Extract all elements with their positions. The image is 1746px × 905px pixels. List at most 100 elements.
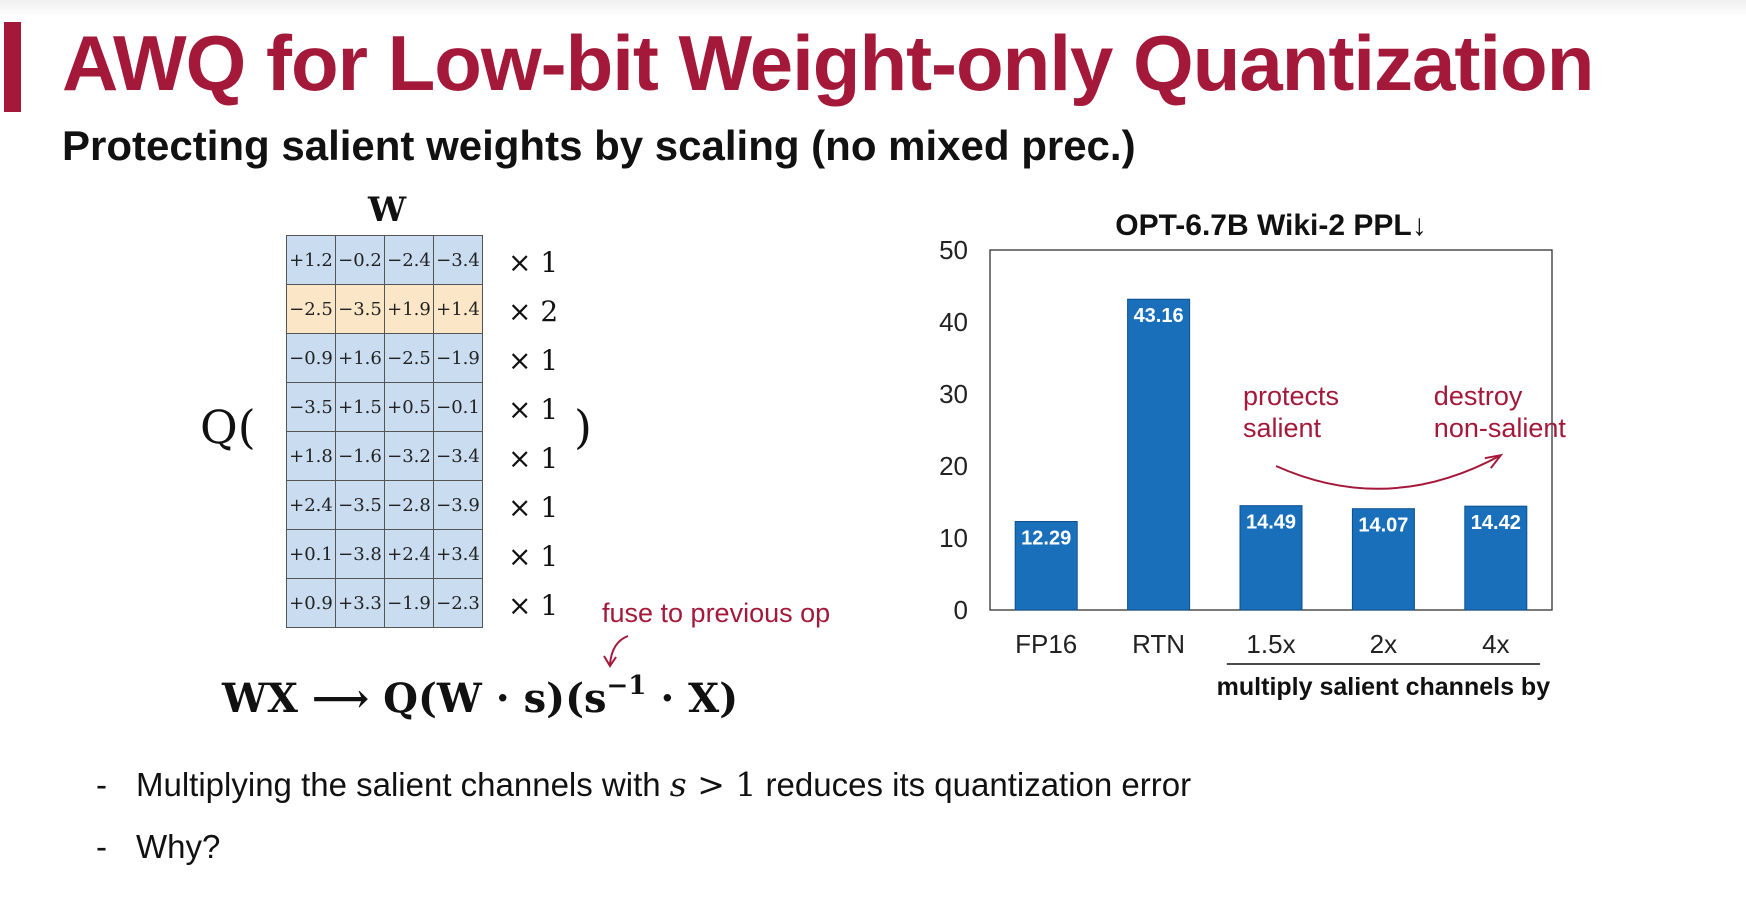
row-scale: × 1 [508, 589, 559, 622]
fuse-arrow-icon [603, 635, 629, 668]
row-scale: × 1 [508, 442, 559, 475]
y-tick-label: 10 [939, 523, 968, 553]
matrix-cell: −1.9 [384, 578, 434, 628]
bullet-text: Multiplying the salient channels with [136, 766, 670, 803]
matrix-cell: +1.4 [433, 284, 483, 334]
bullet-item: - Multiplying the salient channels with s… [96, 765, 1191, 804]
x-tick-label: RTN [1132, 629, 1185, 659]
bullet-math-var: s [669, 765, 687, 804]
matrix-cell: −0.1 [433, 382, 483, 432]
matrix-cell: −3.4 [433, 431, 483, 481]
quantize-close: ) [574, 400, 592, 454]
matrix-row: −3.5 +1.5 +0.5 −0.1 [286, 382, 483, 432]
slide-title: AWQ for Low-bit Weight-only Quantization [62, 19, 1594, 107]
bar [1127, 298, 1191, 611]
bullet-dash: - [96, 766, 107, 803]
matrix-row: +0.9 +3.3 −1.9 −2.3 [286, 578, 483, 628]
matrix-cell: +1.6 [335, 333, 385, 383]
matrix-cell: +1.5 [335, 382, 385, 432]
matrix-cell: −2.5 [384, 333, 434, 383]
bullet-item: - Why? [96, 828, 220, 866]
top-strip [0, 0, 1746, 18]
matrix-cell: +1.9 [384, 284, 434, 334]
bar [1464, 505, 1528, 611]
y-tick-label: 0 [954, 595, 968, 625]
row-scale: × 1 [508, 491, 559, 524]
group-label: multiply salient channels by [1217, 673, 1551, 701]
quantize-open: Q( [200, 400, 256, 454]
formula-superscript: −1 [606, 671, 647, 701]
row-scale: × 1 [508, 393, 559, 426]
annotation-text: destroy [1434, 381, 1523, 411]
bullet-dash: - [96, 828, 107, 865]
bar [1014, 521, 1078, 611]
title-accent-bar [4, 22, 21, 112]
matrix-cell: −3.4 [433, 235, 483, 285]
formula-lhs: WX ⟶ [222, 675, 384, 722]
matrix-cell: −1.6 [335, 431, 385, 481]
matrix-row: +1.8 −1.6 −3.2 −3.4 [286, 431, 483, 481]
slide-subtitle: Protecting salient weights by scaling (n… [62, 122, 1136, 169]
y-tick-label: 50 [939, 235, 968, 265]
matrix-row: −2.5 −3.5 +1.9 +1.4 [286, 284, 483, 334]
annotation-text: protects [1243, 381, 1339, 411]
bar-value-label: 14.49 [1246, 512, 1296, 534]
formula-rhs-main: Q(W · s)(s [383, 675, 607, 722]
bar [1351, 508, 1415, 611]
y-tick-label: 30 [939, 379, 968, 409]
matrix-cell: +1.2 [286, 235, 336, 285]
arrowhead-icon [1484, 453, 1504, 469]
bullet-text: Why? [136, 828, 221, 865]
row-scale: × 1 [508, 246, 559, 279]
matrix-row: +2.4 −3.5 −2.8 −3.9 [286, 480, 483, 530]
matrix-cell: −3.5 [335, 480, 385, 530]
x-tick-label: 4x [1482, 629, 1509, 659]
matrix-cell: +1.8 [286, 431, 336, 481]
matrix-cell: +0.1 [286, 529, 336, 579]
matrix-cell: −2.4 [384, 235, 434, 285]
matrix-cell: +0.5 [384, 382, 434, 432]
annotation-arrow [1275, 454, 1502, 490]
bar-value-label: 14.07 [1358, 515, 1408, 537]
perplexity-bar-chart: OPT-6.7B Wiki-2 PPL↓ 0 10 20 30 40 50 12.29 FP16… [939, 209, 1567, 701]
matrix-cell: −0.9 [286, 333, 336, 383]
matrix-cell: −3.2 [384, 431, 434, 481]
bullet-math: s > 1 [670, 765, 757, 804]
row-scale: × 2 [508, 295, 559, 328]
matrix-cell: +0.9 [286, 578, 336, 628]
matrix-cell: −2.8 [384, 480, 434, 530]
x-tick-label: 2x [1370, 629, 1397, 659]
matrix-cell: −1.9 [433, 333, 483, 383]
bar-value-label: 43.16 [1134, 305, 1184, 327]
row-scale: × 1 [508, 540, 559, 573]
y-tick-label: 20 [939, 451, 968, 481]
x-tick-label: FP16 [1015, 629, 1077, 659]
x-tick-label: 1.5x [1246, 629, 1295, 659]
matrix-cell: +3.4 [433, 529, 483, 579]
bar-value-label: 12.29 [1021, 528, 1071, 550]
row-scale: × 1 [508, 344, 559, 377]
matrix-row: +0.1 −3.8 +2.4 +3.4 [286, 529, 483, 579]
matrix-row: −0.9 +1.6 −2.5 −1.9 [286, 333, 483, 383]
annotation-text: non-salient [1434, 413, 1567, 443]
weight-matrix: +1.2 −0.2 −2.4 −3.4 −2.5 −3.5 +1.9 +1.4 −0.9 +1.6… [286, 235, 483, 628]
matrix-cell: −2.5 [286, 284, 336, 334]
formula-rhs-tail: · X) [646, 675, 739, 722]
chart-title: OPT-6.7B Wiki-2 PPL↓ [1115, 209, 1426, 242]
matrix-label: W [368, 190, 407, 230]
matrix-cell: −3.9 [433, 480, 483, 530]
annotation-text: salient [1243, 413, 1322, 443]
y-tick-label: 40 [939, 307, 968, 337]
matrix-cell: +2.4 [384, 529, 434, 579]
matrix-cell: −3.5 [335, 284, 385, 334]
bullet-text-end: reduces its quantization error [756, 766, 1192, 803]
fuse-note: fuse to previous op [602, 598, 831, 628]
bullet-math-rest: > 1 [686, 765, 757, 804]
bar [1239, 505, 1303, 611]
matrix-cell: −3.8 [335, 529, 385, 579]
matrix-row: +1.2 −0.2 −2.4 −3.4 [286, 235, 483, 285]
matrix-cell: −0.2 [335, 235, 385, 285]
matrix-cell: −3.5 [286, 382, 336, 432]
matrix-cell: +3.3 [335, 578, 385, 628]
matrix-cell: −2.3 [433, 578, 483, 628]
